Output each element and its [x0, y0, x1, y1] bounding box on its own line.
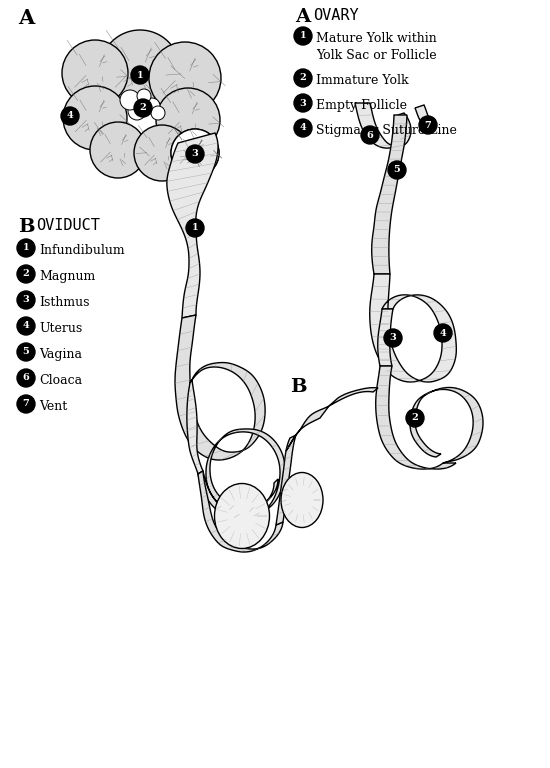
Circle shape — [62, 40, 128, 106]
Circle shape — [384, 329, 402, 347]
Polygon shape — [286, 406, 329, 451]
Text: 4: 4 — [300, 124, 306, 133]
Text: Cloaca: Cloaca — [39, 374, 82, 387]
Text: 2: 2 — [411, 413, 419, 422]
Text: 7: 7 — [425, 121, 431, 130]
Circle shape — [17, 291, 35, 309]
Polygon shape — [198, 429, 285, 518]
Polygon shape — [175, 315, 265, 460]
Text: 2: 2 — [23, 270, 29, 279]
Text: 3: 3 — [300, 98, 306, 108]
Text: Vagina: Vagina — [39, 348, 82, 361]
Text: 1: 1 — [300, 31, 306, 41]
Circle shape — [388, 161, 406, 179]
Text: Isthmus: Isthmus — [39, 296, 90, 309]
Circle shape — [17, 265, 35, 283]
Circle shape — [151, 106, 165, 120]
Text: Uterus: Uterus — [39, 322, 82, 335]
Circle shape — [17, 317, 35, 335]
Text: 3: 3 — [23, 296, 29, 304]
Circle shape — [294, 119, 312, 137]
Polygon shape — [376, 366, 456, 469]
Text: A: A — [295, 8, 310, 26]
Text: 3: 3 — [191, 150, 199, 158]
Circle shape — [90, 122, 146, 178]
Circle shape — [134, 99, 152, 117]
Text: A: A — [18, 8, 34, 28]
Text: Stigma or Suture Line: Stigma or Suture Line — [316, 124, 457, 137]
Polygon shape — [355, 103, 411, 148]
Circle shape — [419, 116, 437, 134]
Circle shape — [131, 66, 149, 84]
Circle shape — [128, 102, 146, 120]
Ellipse shape — [214, 484, 270, 548]
Polygon shape — [415, 105, 432, 126]
Text: Mature Yolk within
Yolk Sac or Follicle: Mature Yolk within Yolk Sac or Follicle — [316, 32, 437, 62]
Polygon shape — [372, 115, 407, 274]
Circle shape — [120, 90, 140, 110]
Polygon shape — [378, 309, 393, 366]
Circle shape — [294, 27, 312, 45]
Circle shape — [63, 86, 127, 150]
Circle shape — [134, 125, 190, 181]
Text: 7: 7 — [23, 399, 29, 409]
Polygon shape — [198, 471, 283, 552]
Text: OVIDUCT: OVIDUCT — [36, 218, 100, 233]
Circle shape — [17, 395, 35, 413]
Text: 1: 1 — [23, 243, 29, 253]
Circle shape — [171, 129, 219, 177]
Ellipse shape — [281, 472, 323, 528]
Text: 2: 2 — [300, 74, 306, 82]
Circle shape — [17, 369, 35, 387]
Text: OVARY: OVARY — [313, 8, 359, 23]
Text: 5: 5 — [394, 165, 400, 174]
Circle shape — [100, 30, 180, 110]
Text: 1: 1 — [192, 223, 199, 233]
Circle shape — [149, 42, 221, 114]
Circle shape — [294, 69, 312, 87]
Polygon shape — [187, 380, 203, 474]
Text: 6: 6 — [23, 373, 29, 382]
Text: 2: 2 — [140, 104, 146, 112]
Polygon shape — [276, 435, 296, 525]
Circle shape — [294, 94, 312, 112]
Text: B: B — [290, 378, 307, 396]
Polygon shape — [329, 388, 378, 406]
Text: 3: 3 — [389, 333, 397, 343]
Text: 4: 4 — [439, 329, 447, 337]
Text: Empty Follicle: Empty Follicle — [316, 99, 407, 112]
Text: 4: 4 — [67, 111, 73, 121]
Text: Infundibulum: Infundibulum — [39, 244, 125, 257]
Text: 1: 1 — [137, 71, 144, 80]
Circle shape — [17, 343, 35, 361]
Polygon shape — [410, 388, 483, 463]
Circle shape — [434, 324, 452, 342]
Text: Magnum: Magnum — [39, 270, 95, 283]
Circle shape — [156, 88, 220, 152]
Polygon shape — [167, 133, 218, 318]
Circle shape — [186, 145, 204, 163]
Text: 4: 4 — [23, 322, 29, 330]
Text: 6: 6 — [367, 131, 373, 140]
Circle shape — [61, 107, 79, 125]
Circle shape — [17, 239, 35, 257]
Text: 5: 5 — [23, 347, 29, 356]
Circle shape — [171, 129, 219, 177]
Circle shape — [137, 89, 151, 103]
Circle shape — [361, 126, 379, 144]
Circle shape — [186, 219, 204, 237]
Text: Immature Yolk: Immature Yolk — [316, 74, 409, 87]
Text: Vent: Vent — [39, 400, 67, 413]
Text: B: B — [18, 218, 35, 236]
Circle shape — [144, 98, 160, 114]
Circle shape — [406, 409, 424, 427]
Polygon shape — [370, 274, 456, 382]
